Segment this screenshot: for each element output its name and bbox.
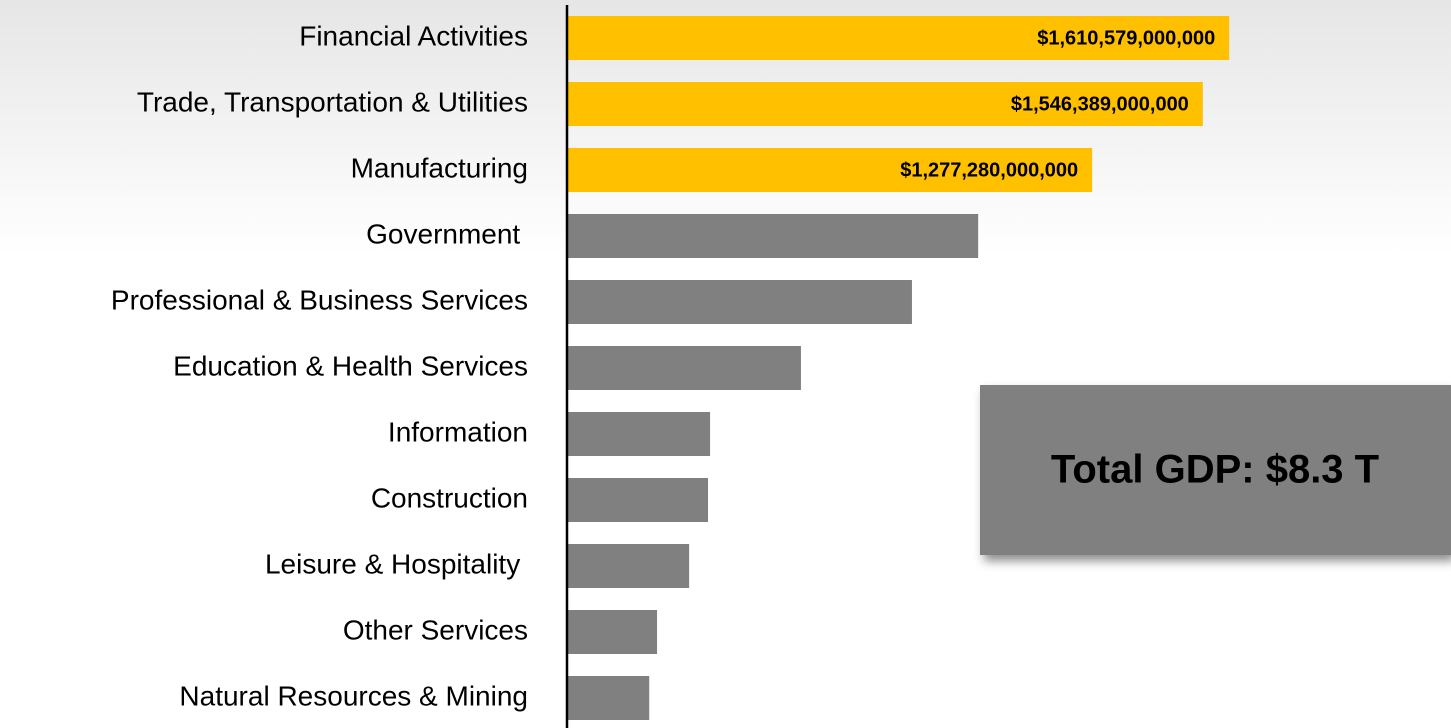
value-label: $1,277,280,000,000 — [900, 159, 1078, 181]
bar — [567, 478, 709, 522]
y-tick-label: Education & Health Services — [173, 350, 528, 381]
bar — [567, 280, 912, 324]
bar — [567, 346, 801, 390]
value-label: $1,610,579,000,000 — [1037, 27, 1215, 49]
y-tick-label: Financial Activities — [299, 20, 528, 51]
bar — [567, 214, 979, 258]
y-tick-label: Trade, Transportation & Utilities — [137, 86, 528, 117]
y-tick-label: Manufacturing — [351, 152, 528, 183]
bar — [567, 16, 1230, 60]
y-tick-label: Natural Resources & Mining — [179, 680, 528, 711]
bar — [567, 82, 1203, 126]
bars: $1,610,579,000,000 $1,546,389,000,000 $1,2… — [567, 16, 1230, 720]
y-tick-label: Professional & Business Services — [111, 284, 528, 315]
y-tick-label: Government — [366, 218, 528, 249]
bar — [567, 676, 650, 720]
y-tick-label: Information — [388, 416, 528, 447]
y-tick-label: Leisure & Hospitality — [265, 548, 528, 579]
bar — [567, 544, 690, 588]
bar — [567, 148, 1093, 192]
y-tick-label: Other Services — [343, 614, 528, 645]
annotation: Total GDP: $8.3 T — [1051, 448, 1379, 492]
value-label: $1,546,389,000,000 — [1011, 93, 1189, 115]
bar — [567, 412, 711, 456]
y-tick-label: Construction — [371, 482, 528, 513]
annotation-box — [980, 385, 1451, 555]
bar — [567, 610, 658, 654]
